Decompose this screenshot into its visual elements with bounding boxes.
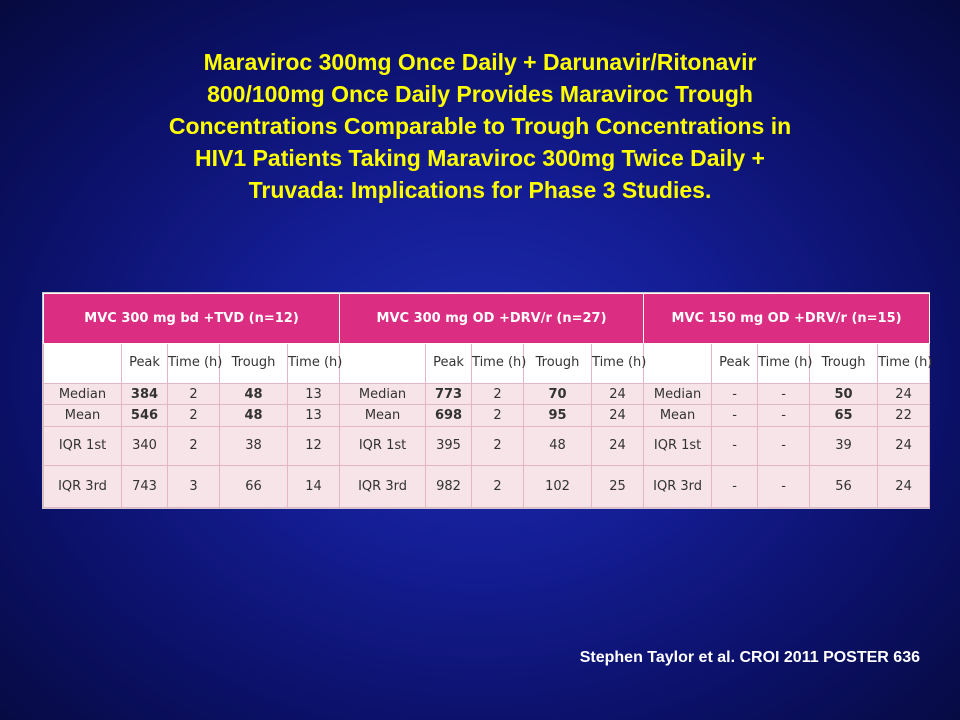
cell-trough: 70 (523, 382, 593, 406)
column-header: Time (h) (757, 343, 812, 384)
title-line: 800/100mg Once Daily Provides Maraviroc … (207, 81, 753, 107)
column-header: Time (h) (877, 343, 932, 384)
title-line: Concentrations Comparable to Trough Conc… (168, 113, 792, 139)
cell-trough: 95 (523, 404, 593, 427)
cell-peak: 546 (121, 404, 168, 427)
cell-peak: 384 (121, 382, 168, 406)
cell-time: 2 (471, 426, 525, 466)
row-label: IQR 1st (339, 426, 427, 466)
citation: Stephen Taylor et al. CROI 2011 POSTER 6… (579, 649, 920, 666)
row-label: IQR 3rd (643, 464, 713, 509)
cell-time: 2 (167, 382, 220, 406)
table-row-median: Median 384 2 48 13 Median 773 2 70 24 Me… (43, 382, 931, 406)
column-header: Time (h) (286, 343, 342, 384)
column-header: Trough (219, 343, 288, 384)
column-header: Peak (425, 343, 473, 384)
column-header (43, 343, 122, 384)
cell-time: 12 (286, 426, 341, 466)
cell-peak: 395 (425, 426, 473, 466)
slide-title: Maraviroc 300mg Once Daily + Darunavir/R… (80, 46, 880, 206)
cell-trough: 39 (809, 426, 879, 466)
cell-time: 2 (471, 464, 525, 509)
cell-time: 13 (286, 404, 341, 427)
title-line: HIV1 Patients Taking Maraviroc 300mg Twi… (195, 145, 765, 171)
cell-peak: - (711, 404, 759, 427)
cell-peak: 982 (425, 464, 473, 509)
cell-time: - (757, 404, 811, 427)
table-row-mean: Mean 546 2 48 13 Mean 698 2 95 24 Mean -… (43, 404, 931, 427)
cell-peak: - (711, 382, 759, 406)
cell-peak: - (711, 464, 759, 509)
column-header (643, 343, 713, 384)
row-label: Mean (339, 404, 427, 427)
group-header-mvc300bd: MVC 300 mg bd +TVD (n=12) (42, 293, 341, 344)
cell-peak: 773 (425, 382, 473, 406)
cell-trough: 38 (219, 426, 288, 466)
group-header-mvc300od: MVC 300 mg OD +DRV/r (n=27) (339, 293, 645, 344)
group-header-mvc150od: MVC 150 mg OD +DRV/r (n=15) (643, 293, 931, 344)
cell-time: 14 (286, 464, 341, 509)
pk-table: MVC 300 mg bd +TVD (n=12) MVC 300 mg OD … (42, 293, 932, 509)
column-header: Trough (809, 343, 879, 384)
cell-time: 2 (167, 426, 220, 466)
cell-trough: 50 (809, 382, 879, 406)
cell-time: 24 (877, 382, 931, 406)
cell-peak: 743 (121, 464, 168, 509)
cell-trough: 56 (809, 464, 879, 509)
row-label: IQR 1st (43, 426, 122, 466)
column-header: Peak (121, 343, 168, 384)
row-label: IQR 3rd (43, 464, 122, 509)
cell-peak: 340 (121, 426, 168, 466)
column-header: Time (h) (167, 343, 222, 384)
row-label: Median (643, 382, 713, 406)
cell-trough: 65 (809, 404, 879, 427)
title-line: Maraviroc 300mg Once Daily + Darunavir/R… (203, 49, 757, 75)
cell-peak: 698 (425, 404, 473, 427)
row-label: IQR 3rd (339, 464, 427, 509)
row-label: Median (339, 382, 427, 406)
subheader-row: Peak Time (h) Trough Time (h) Peak Time … (43, 343, 932, 384)
cell-time: 3 (167, 464, 220, 509)
column-header: Time (h) (471, 343, 526, 384)
cell-trough: 66 (219, 464, 288, 509)
cell-time: 24 (591, 404, 645, 427)
cell-trough: 48 (523, 426, 593, 466)
cell-trough: 102 (523, 464, 593, 509)
cell-time: 2 (471, 382, 525, 406)
column-header: Trough (523, 343, 593, 384)
cell-time: 24 (877, 426, 931, 466)
table-row-iqr-1st: IQR 1st 340 2 38 12 IQR 1st 395 2 48 24 … (43, 426, 931, 466)
row-label: Mean (43, 404, 122, 427)
cell-trough: 48 (219, 382, 288, 406)
cell-time: 2 (167, 404, 220, 427)
row-label: Mean (643, 404, 713, 427)
cell-time: 24 (591, 426, 645, 466)
cell-time: - (757, 382, 811, 406)
cell-time: - (757, 464, 811, 509)
column-header: Time (h) (591, 343, 646, 384)
title-line: Truvada: Implications for Phase 3 Studie… (248, 177, 712, 203)
cell-trough: 48 (219, 404, 288, 427)
column-header (339, 343, 427, 384)
cell-time: 13 (286, 382, 341, 406)
cell-time: 25 (591, 464, 645, 509)
cell-time: 2 (471, 404, 525, 427)
cell-time: - (757, 426, 811, 466)
cell-peak: - (711, 426, 759, 466)
cell-time: 24 (877, 464, 931, 509)
row-label: IQR 1st (643, 426, 713, 466)
table-row-iqr-3rd: IQR 3rd 743 3 66 14 IQR 3rd 982 2 102 25… (43, 464, 931, 509)
column-header: Peak (711, 343, 759, 384)
cell-time: 22 (877, 404, 931, 427)
row-label: Median (43, 382, 122, 406)
pk-table-container: MVC 300 mg bd +TVD (n=12) MVC 300 mg OD … (42, 292, 932, 509)
group-header-row: MVC 300 mg bd +TVD (n=12) MVC 300 mg OD … (42, 293, 931, 344)
cell-time: 24 (591, 382, 645, 406)
